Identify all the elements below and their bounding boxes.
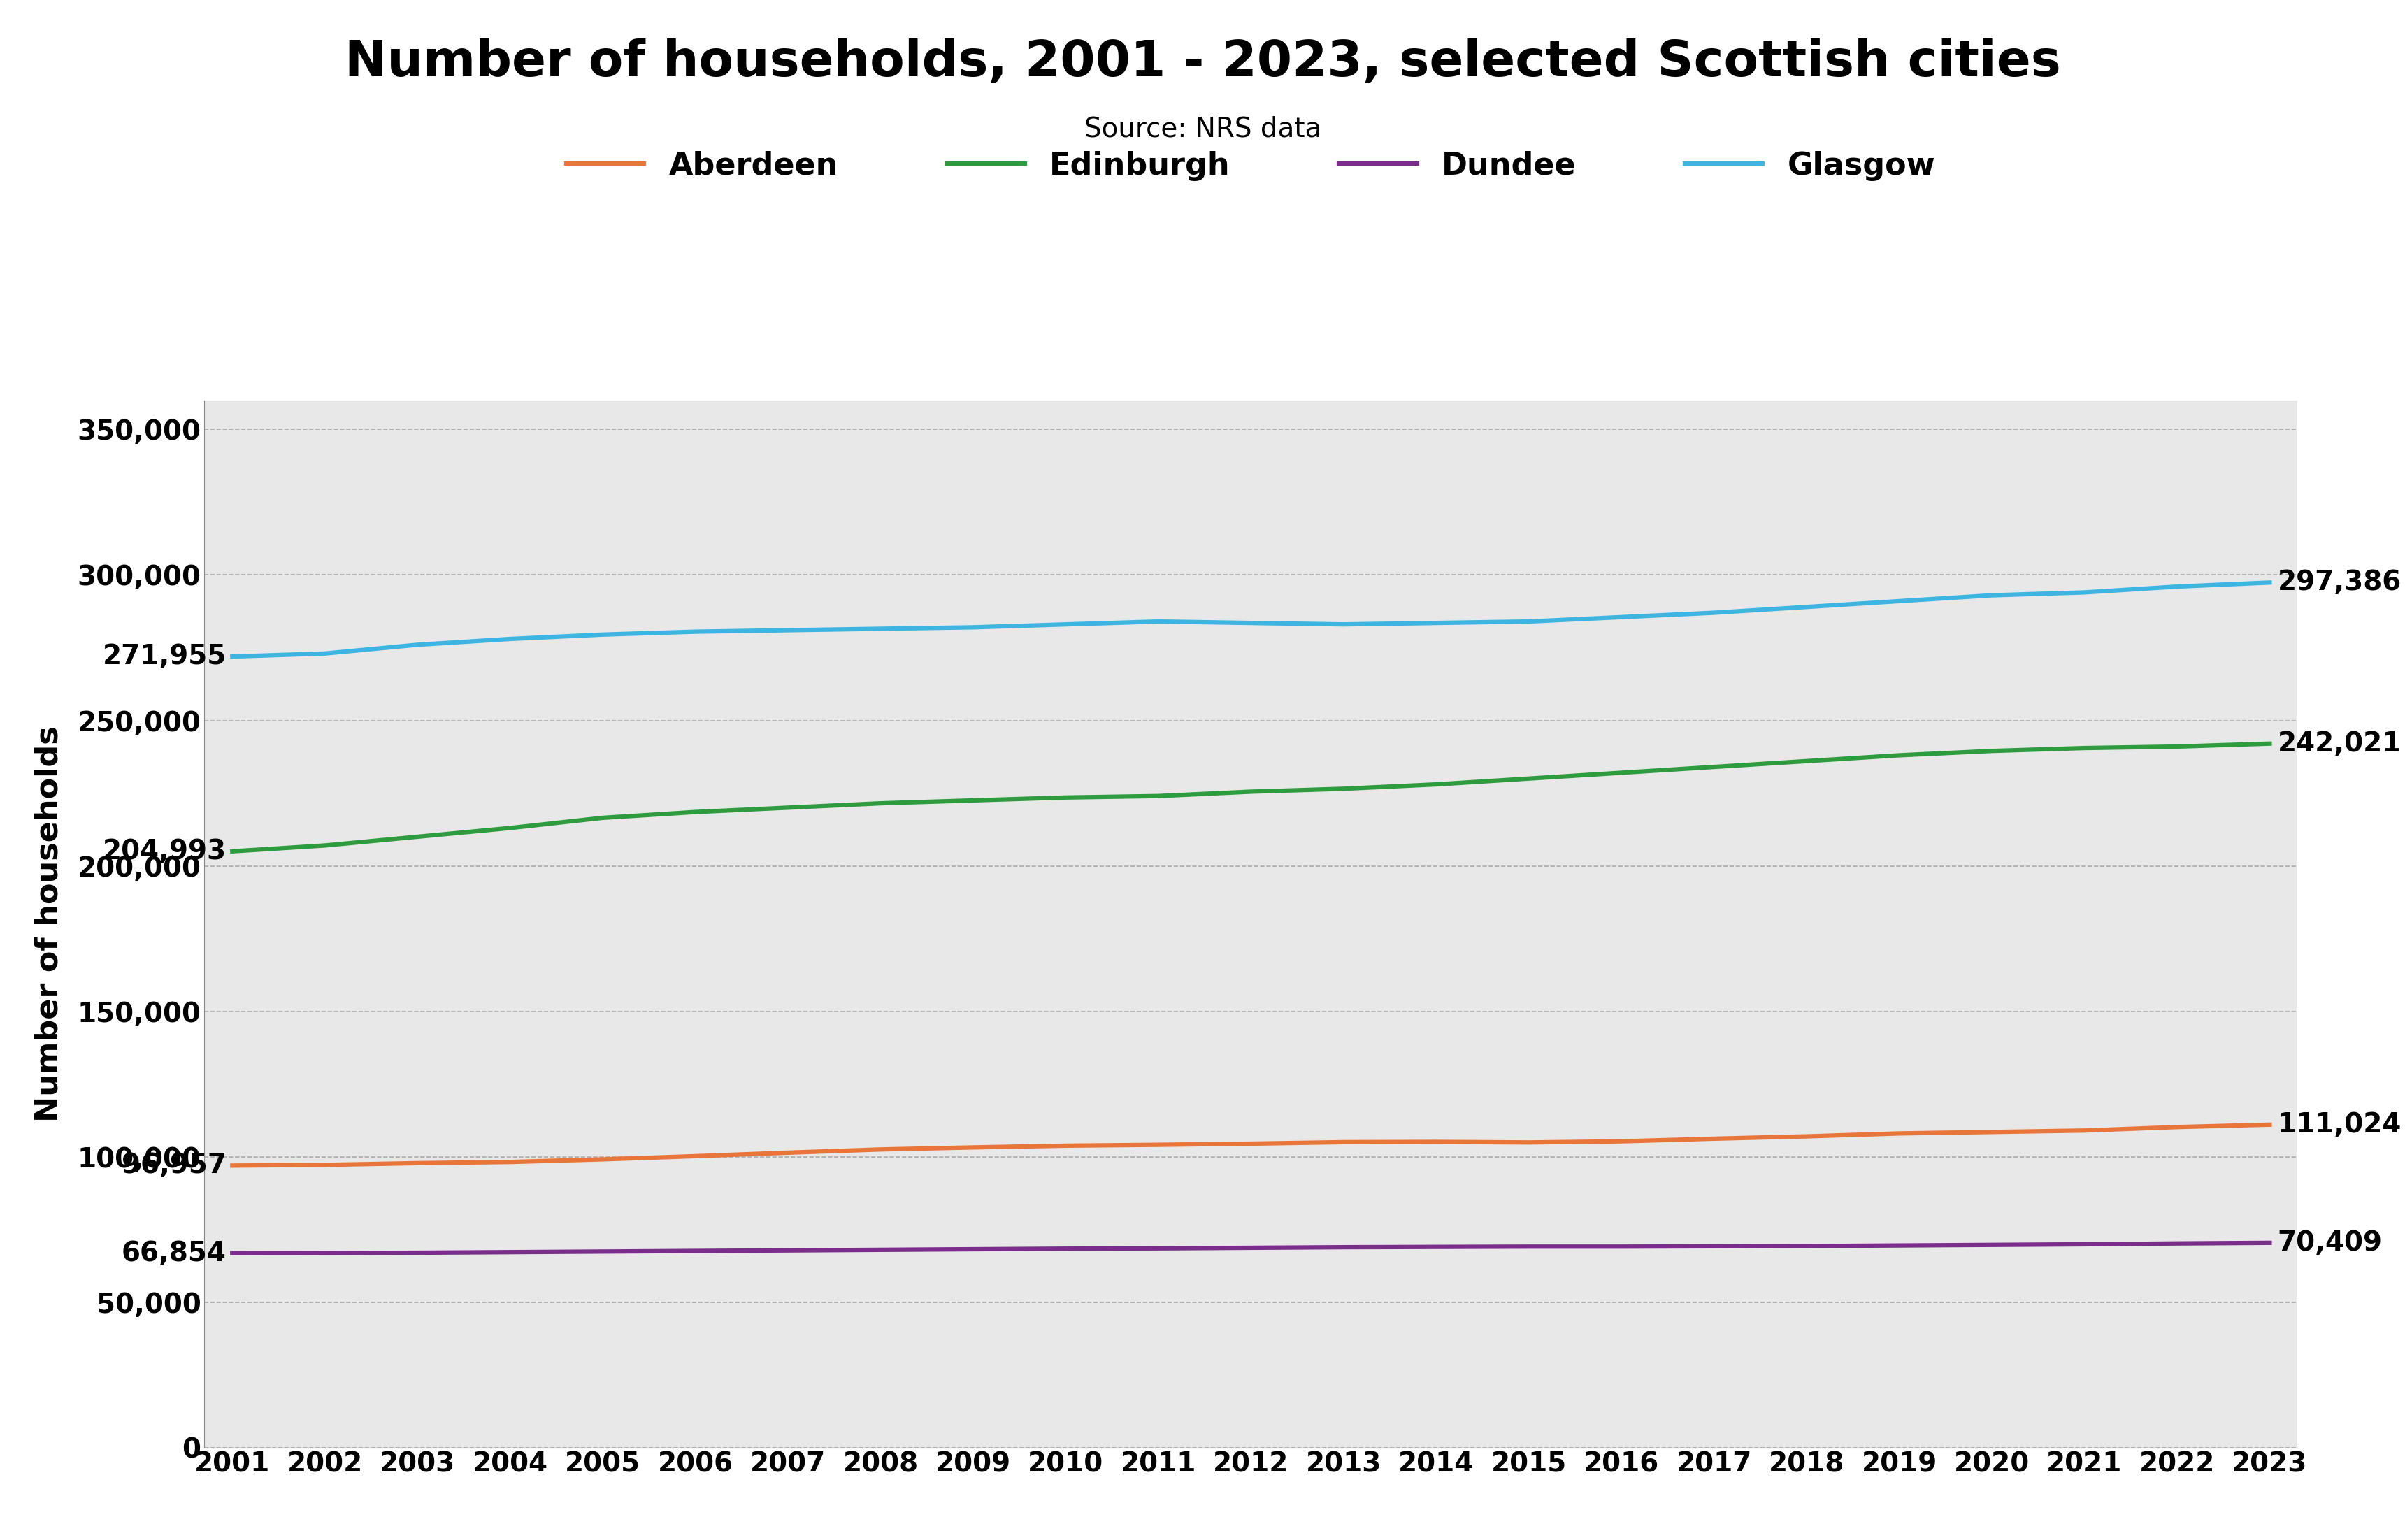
Text: 271,955: 271,955 [103, 644, 226, 670]
Text: 111,024: 111,024 [2278, 1112, 2400, 1138]
Text: 66,854: 66,854 [123, 1240, 226, 1266]
Text: Source: NRS data: Source: NRS data [1085, 116, 1320, 142]
Text: 96,957: 96,957 [123, 1152, 226, 1178]
Text: 297,386: 297,386 [2278, 570, 2400, 596]
Text: 70,409: 70,409 [2278, 1229, 2381, 1257]
Y-axis label: Number of households: Number of households [34, 725, 63, 1123]
Text: Number of households, 2001 - 2023, selected Scottish cities: Number of households, 2001 - 2023, selec… [344, 38, 2061, 86]
Legend: Aberdeen, Edinburgh, Dundee, Glasgow: Aberdeen, Edinburgh, Dundee, Glasgow [553, 139, 1948, 194]
Text: 242,021: 242,021 [2278, 730, 2400, 756]
Text: 204,993: 204,993 [103, 838, 226, 864]
